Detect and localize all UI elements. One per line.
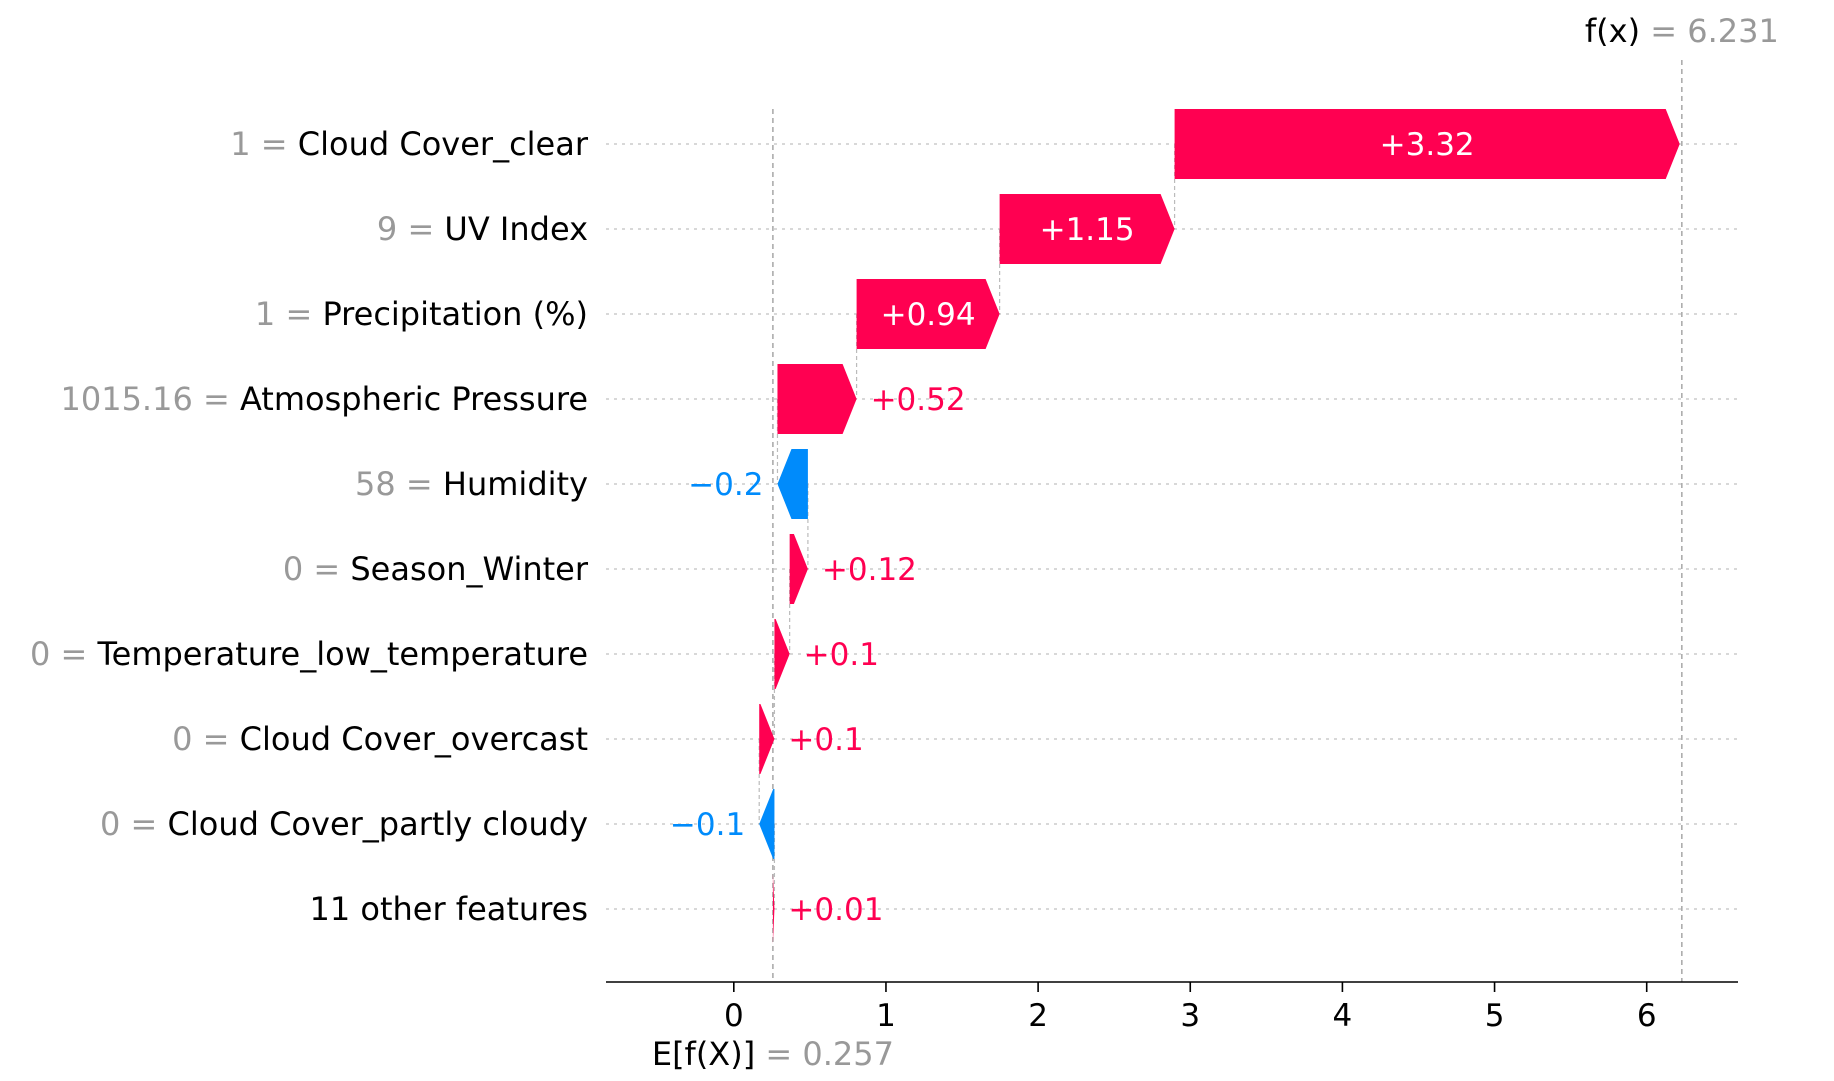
feature-label: 1 = Precipitation (%) (255, 295, 588, 333)
bar-value-label: −0.2 (688, 467, 763, 503)
feature-name: Atmospheric Pressure (240, 380, 588, 418)
feature-name: Cloud Cover_partly cloudy (168, 805, 589, 843)
x-tick-label: 1 (876, 998, 896, 1034)
feature-name: Temperature_low_temperature (97, 635, 588, 673)
feature-value: 0 = (172, 720, 240, 758)
x-tick-label: 0 (724, 998, 744, 1034)
feature-label: 0 = Cloud Cover_overcast (172, 720, 588, 758)
feature-name: Humidity (443, 465, 588, 503)
base-value-number: = 0.257 (765, 1035, 894, 1073)
feature-value: 1 = (255, 295, 323, 333)
feature-value: 0 = (283, 550, 351, 588)
positive-bar (999, 194, 1175, 264)
bar-value-label: +0.94 (881, 297, 976, 333)
feature-name: Cloud Cover_overcast (240, 720, 588, 758)
positive-bar (856, 279, 1000, 349)
bar-value-label: +0.52 (871, 382, 966, 418)
feature-value: 9 = (377, 210, 445, 248)
feature-value: 0 = (30, 635, 98, 673)
bar-value-label: −0.1 (670, 807, 745, 843)
feature-label: 9 = UV Index (377, 210, 588, 248)
x-axis: 0 1 2 3 4 5 6 E[f(X)] = 0.257 f(x) = 6.231 (606, 12, 1779, 1073)
feature-value: 58 = (355, 465, 443, 503)
positive-bar (1174, 109, 1680, 179)
bar-value-label: +0.1 (804, 637, 879, 673)
feature-label: 1 = Cloud Cover_clear (230, 125, 589, 163)
base-value-label: E[f(X)] (652, 1035, 766, 1073)
negative-bar (759, 789, 775, 859)
feature-label: 58 = Humidity (355, 465, 588, 503)
positive-bar (759, 704, 775, 774)
base-value-annotation: E[f(X)] = 0.257 (652, 1035, 894, 1073)
gridlines (606, 143, 1738, 910)
feature-label: 0 = Season_Winter (283, 550, 589, 588)
feature-labels: 1 = Cloud Cover_clear 9 = UV Index 1 = Pre… (30, 125, 589, 928)
bar-value-label: +0.12 (822, 552, 917, 588)
feature-value: 0 = (100, 805, 168, 843)
feature-label: 11 other features (309, 890, 588, 928)
positive-bar (774, 619, 790, 689)
x-tick-label: 2 (1028, 998, 1048, 1034)
x-tick-label: 5 (1485, 998, 1505, 1034)
x-tick-label: 3 (1180, 998, 1200, 1034)
reference-lines (772, 60, 1683, 982)
bar-value-label: +0.1 (788, 722, 863, 758)
feature-label: 1015.16 = Atmospheric Pressure (60, 380, 588, 418)
bar-value-label: +0.01 (788, 892, 883, 928)
x-tick-label: 6 (1637, 998, 1657, 1034)
positive-bar (789, 534, 808, 604)
bars: +3.32 +1.15 +0.94 +0.52 −0.2 +0.12 +0.1 +0.1 −0.… (670, 109, 1680, 944)
feature-value: 1 = (230, 125, 298, 163)
feature-name: Precipitation (%) (322, 295, 588, 333)
feature-name: Season_Winter (350, 550, 588, 588)
bar-value-label: +3.32 (1380, 127, 1475, 163)
output-value-annotation: f(x) = 6.231 (1585, 12, 1779, 50)
output-value-label: f(x) (1585, 12, 1650, 50)
feature-label: 0 = Cloud Cover_partly cloudy (100, 805, 588, 843)
feature-value: 1015.16 = (60, 380, 239, 418)
feature-name: 11 other features (309, 890, 588, 928)
positive-bar (772, 874, 775, 944)
output-value-number: = 6.231 (1650, 12, 1779, 50)
bar-value-label: +1.15 (1040, 212, 1135, 248)
feature-name: Cloud Cover_clear (298, 125, 589, 163)
negative-bar (777, 449, 808, 519)
x-tick-label: 4 (1333, 998, 1353, 1034)
positive-bar (777, 364, 857, 434)
feature-name: UV Index (444, 210, 588, 248)
feature-label: 0 = Temperature_low_temperature (30, 635, 588, 673)
